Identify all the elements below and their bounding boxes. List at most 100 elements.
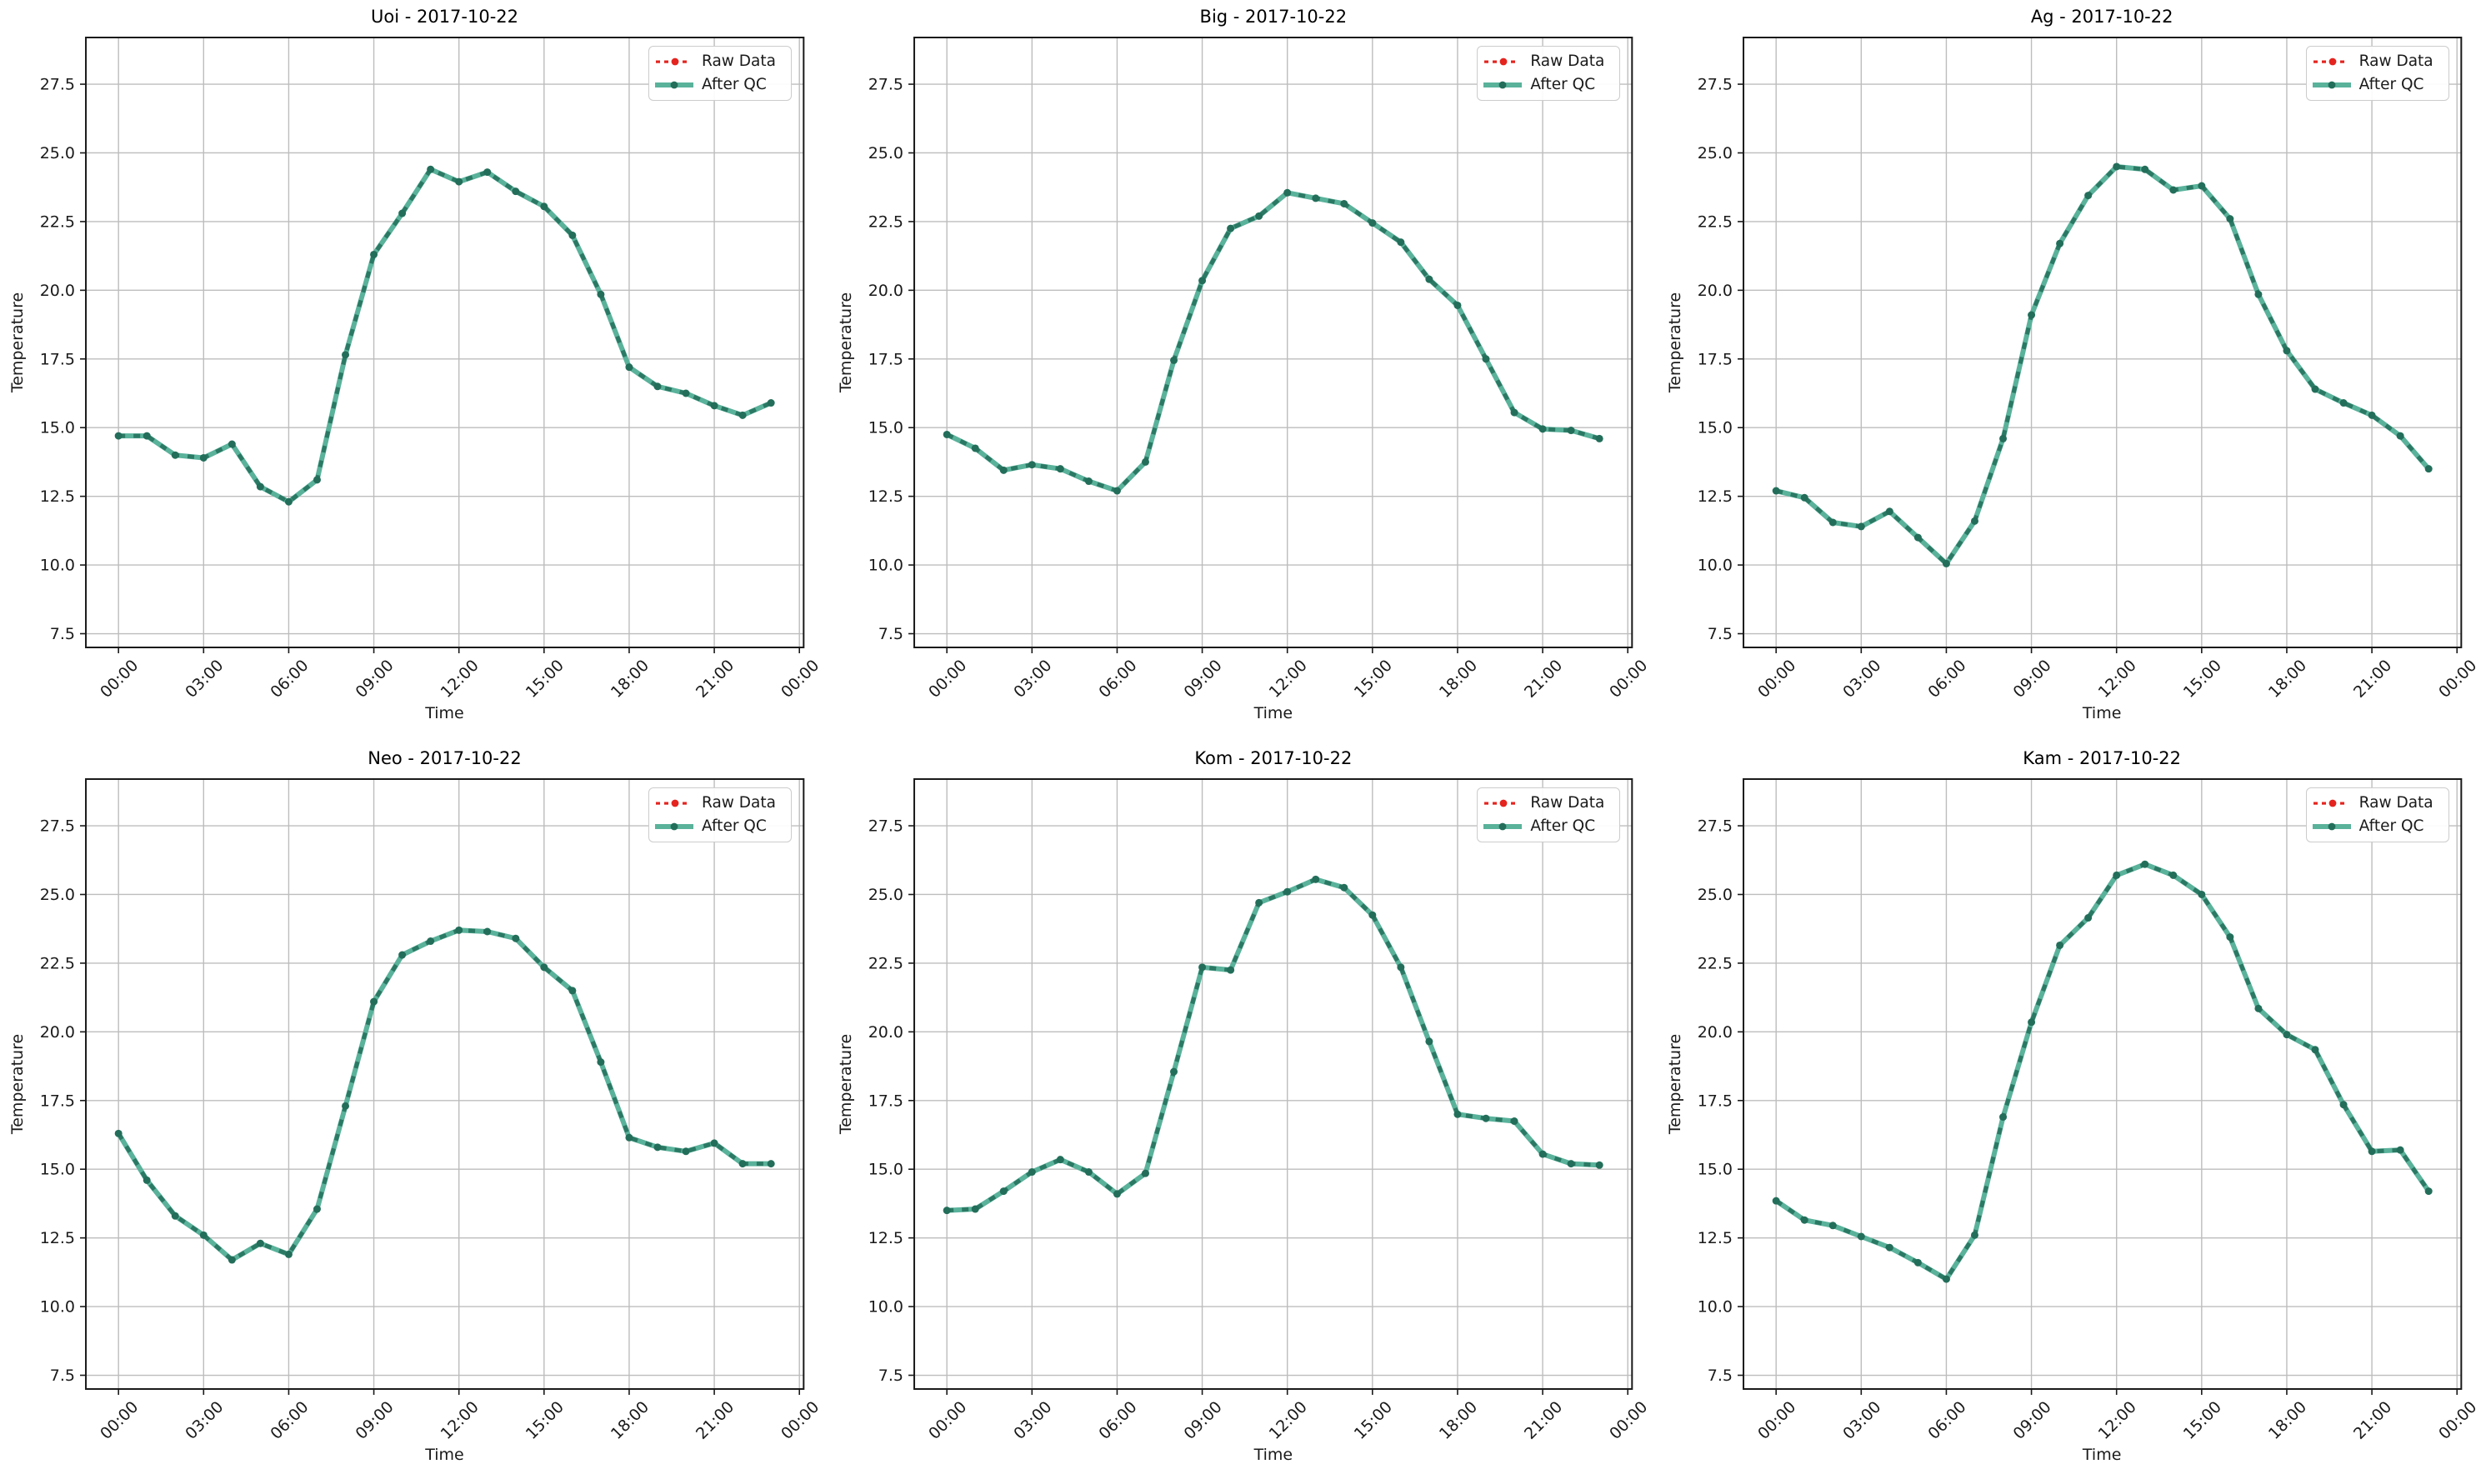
legend-label-raw-data: Raw Data (702, 52, 776, 70)
svg-text:7.5: 7.5 (50, 625, 75, 643)
legend-row-raw-data: Raw Data (654, 52, 786, 70)
svg-text:15:00: 15:00 (1351, 657, 1396, 702)
legend: Raw Data After QC (1477, 787, 1621, 842)
chart-title: Kom - 2017-10-22 (1194, 748, 1353, 768)
after-qc-line-icon (1483, 81, 1523, 89)
chart-big: 00:00 03:00 06:00 09:00 12:00 15:00 18:00 21:00… (828, 0, 1657, 742)
svg-text:00:00: 00:00 (1754, 1398, 1799, 1443)
y-axis-label: Temperature (8, 1033, 27, 1135)
svg-text:12:00: 12:00 (1266, 657, 1311, 702)
legend-label-after-qc: After QC (1530, 75, 1596, 93)
svg-text:27.5: 27.5 (40, 76, 75, 94)
svg-text:06:00: 06:00 (1924, 657, 1969, 702)
chart-title: Neo - 2017-10-22 (368, 748, 522, 768)
svg-text:03:00: 03:00 (1839, 657, 1884, 702)
after-qc-line-icon (655, 822, 693, 831)
svg-text:7.5: 7.5 (878, 625, 903, 643)
svg-text:09:00: 09:00 (352, 657, 397, 702)
svg-text:09:00: 09:00 (2009, 657, 2054, 702)
chart-kam: 00:00 03:00 06:00 09:00 12:00 15:00 18:00 21:00… (1658, 742, 2486, 1483)
svg-text:15.0: 15.0 (40, 1161, 75, 1179)
svg-text:00:00: 00:00 (2435, 657, 2480, 702)
svg-text:25.0: 25.0 (868, 144, 903, 162)
legend: Raw Data After QC (648, 46, 792, 101)
svg-text:00:00: 00:00 (925, 657, 970, 702)
svg-text:27.5: 27.5 (868, 76, 903, 94)
svg-text:27.5: 27.5 (1697, 76, 1732, 94)
legend: Raw Data After QC (1477, 46, 1621, 101)
svg-text:15.0: 15.0 (868, 419, 903, 437)
svg-text:17.5: 17.5 (868, 350, 903, 368)
svg-text:25.0: 25.0 (40, 886, 75, 904)
svg-text:15.0: 15.0 (40, 419, 75, 437)
legend-row-after-qc: After QC (2312, 77, 2443, 93)
svg-text:18:00: 18:00 (608, 657, 653, 702)
svg-text:22.5: 22.5 (1697, 954, 1732, 972)
legend-label-after-qc: After QC (702, 817, 767, 835)
svg-text:15:00: 15:00 (523, 1398, 568, 1443)
chart-ag: 00:00 03:00 06:00 09:00 12:00 15:00 18:00 21:00… (1658, 0, 2486, 742)
svg-text:15.0: 15.0 (1697, 419, 1732, 437)
svg-text:00:00: 00:00 (97, 1398, 142, 1443)
svg-text:00:00: 00:00 (925, 1398, 970, 1443)
legend-label-after-qc: After QC (1530, 817, 1596, 835)
y-axis-label: Temperature (8, 292, 27, 393)
x-axis-label: Time (1253, 1446, 1293, 1464)
legend-label-raw-data: Raw Data (1530, 793, 1605, 812)
legend-row-raw-data: Raw Data (654, 795, 786, 812)
svg-text:20.0: 20.0 (1697, 1023, 1732, 1042)
svg-text:12.5: 12.5 (1697, 487, 1732, 506)
raw-data-dotted-line-icon (656, 57, 687, 66)
plot-area: 00:00 03:00 06:00 09:00 12:00 15:00 18:00 21:00… (828, 742, 1657, 1483)
svg-text:20.0: 20.0 (1697, 282, 1732, 300)
x-axis-label: Time (425, 1446, 464, 1464)
y-axis-label: Temperature (837, 292, 856, 393)
svg-text:03:00: 03:00 (1011, 1398, 1056, 1443)
svg-text:21:00: 21:00 (2350, 1398, 2395, 1443)
after-qc-line-icon (2312, 822, 2351, 831)
svg-text:06:00: 06:00 (1096, 657, 1141, 702)
svg-text:15.0: 15.0 (1697, 1161, 1732, 1179)
raw-data-dotted-line-icon (656, 799, 687, 807)
legend-row-raw-data: Raw Data (1483, 53, 1614, 70)
svg-text:03:00: 03:00 (1011, 657, 1056, 702)
svg-text:7.5: 7.5 (50, 1367, 75, 1385)
legend-row-raw-data: Raw Data (2312, 52, 2443, 70)
x-axis-label: Time (1253, 704, 1293, 722)
raw-data-dotted-line-icon (2313, 799, 2344, 807)
svg-text:00:00: 00:00 (1606, 657, 1651, 702)
svg-text:22.5: 22.5 (1697, 212, 1732, 231)
svg-text:25.0: 25.0 (1697, 144, 1732, 162)
svg-text:09:00: 09:00 (352, 1398, 397, 1443)
svg-text:06:00: 06:00 (1096, 1398, 1141, 1443)
legend: Raw Data After QC (2305, 46, 2449, 101)
legend-label-after-qc: After QC (2358, 817, 2424, 835)
legend: Raw Data After QC (648, 787, 792, 842)
svg-text:00:00: 00:00 (778, 657, 823, 702)
legend-row-after-qc: After QC (2312, 817, 2443, 835)
svg-text:03:00: 03:00 (1839, 1398, 1884, 1443)
svg-text:17.5: 17.5 (868, 1092, 903, 1110)
svg-text:12.5: 12.5 (40, 1229, 75, 1247)
plot-area: 00:00 03:00 06:00 09:00 12:00 15:00 18:00 21:00… (0, 0, 828, 742)
svg-text:15:00: 15:00 (1351, 1398, 1396, 1443)
svg-text:00:00: 00:00 (97, 657, 142, 702)
y-axis-label: Temperature (1665, 1033, 1684, 1135)
svg-text:27.5: 27.5 (40, 817, 75, 836)
legend-label-raw-data: Raw Data (2358, 52, 2433, 70)
svg-text:15.0: 15.0 (868, 1161, 903, 1179)
legend-label-after-qc: After QC (702, 75, 767, 93)
legend-row-after-qc: After QC (1483, 817, 1614, 835)
plot-area: 00:00 03:00 06:00 09:00 12:00 15:00 18:00 21:00… (0, 742, 828, 1483)
svg-text:22.5: 22.5 (40, 212, 75, 231)
chart-title: Ag - 2017-10-22 (2030, 7, 2173, 27)
after-qc-line-icon (655, 81, 693, 89)
legend-row-after-qc: After QC (654, 817, 786, 835)
svg-text:15:00: 15:00 (523, 657, 568, 702)
svg-text:17.5: 17.5 (1697, 350, 1732, 368)
after-qc-line-icon (1483, 822, 1523, 831)
x-axis-label: Time (2082, 1446, 2122, 1464)
svg-text:12:00: 12:00 (2094, 1398, 2139, 1443)
svg-text:00:00: 00:00 (2435, 1398, 2480, 1443)
svg-text:10.0: 10.0 (1697, 1298, 1732, 1317)
